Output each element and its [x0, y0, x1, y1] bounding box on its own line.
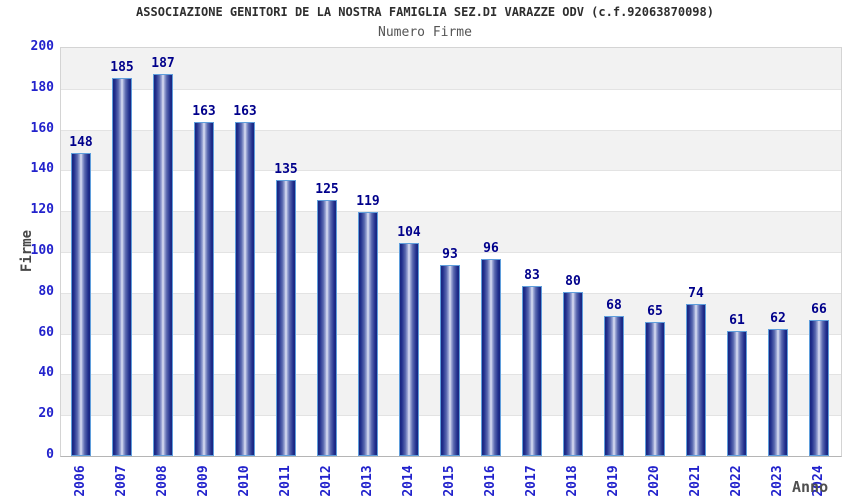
- x-tick-label: 2007: [114, 465, 129, 497]
- plot-area: [60, 47, 842, 457]
- bar-value-label: 74: [688, 286, 704, 301]
- bar-value-label: 68: [606, 298, 622, 313]
- bar-2008[interactable]: [153, 74, 173, 456]
- chart-title: ASSOCIAZIONE GENITORI DE LA NOSTRA FAMIG…: [136, 5, 714, 19]
- y-tick-label: 180: [30, 79, 54, 95]
- bar-value-label: 66: [811, 302, 827, 317]
- x-tick-label: 2015: [442, 465, 457, 497]
- bar-value-label: 125: [315, 182, 339, 197]
- bar-2006[interactable]: [71, 153, 91, 456]
- y-tick-label: 0: [46, 447, 54, 462]
- bar-value-label: 187: [151, 56, 175, 71]
- grid-band: [61, 170, 841, 212]
- y-tick-label: 60: [38, 324, 54, 340]
- x-tick-label: 2016: [483, 465, 498, 497]
- bar-2015[interactable]: [440, 265, 460, 456]
- y-tick-label: 40: [38, 365, 54, 381]
- bar-2011[interactable]: [276, 180, 296, 456]
- x-tick-label: 2018: [565, 465, 580, 497]
- y-tick-label: 120: [30, 202, 54, 218]
- bar-2016[interactable]: [481, 259, 501, 456]
- bar-value-label: 135: [274, 162, 298, 177]
- bar-2024[interactable]: [809, 320, 829, 456]
- bar-value-label: 104: [397, 225, 421, 240]
- bar-value-label: 163: [192, 104, 216, 119]
- y-tick-label: 80: [38, 283, 54, 299]
- y-tick-label: 20: [38, 406, 54, 422]
- x-tick-label: 2010: [237, 465, 252, 497]
- x-tick-label: 2013: [360, 465, 375, 497]
- bar-2010[interactable]: [235, 122, 255, 456]
- x-tick-label: 2017: [524, 465, 539, 497]
- bar-value-label: 80: [565, 274, 581, 289]
- gridline: [61, 170, 841, 172]
- x-tick-label: 2012: [319, 465, 334, 497]
- bar-value-label: 163: [233, 104, 257, 119]
- bar-2007[interactable]: [112, 78, 132, 456]
- gridline: [61, 252, 841, 253]
- bar-2012[interactable]: [317, 200, 337, 456]
- bar-2019[interactable]: [604, 316, 624, 456]
- bar-2020[interactable]: [645, 322, 665, 456]
- gridline: [61, 88, 841, 90]
- bar-value-label: 96: [483, 241, 499, 256]
- x-tick-label: 2008: [155, 465, 170, 497]
- bar-2018[interactable]: [563, 292, 583, 456]
- bar-value-label: 93: [442, 247, 458, 262]
- bar-2017[interactable]: [522, 286, 542, 456]
- bar-2022[interactable]: [727, 331, 747, 456]
- bar-value-label: 62: [770, 311, 786, 326]
- bar-2013[interactable]: [358, 212, 378, 456]
- x-axis-title: Anno: [792, 478, 829, 496]
- grid-band: [61, 211, 841, 252]
- bar-value-label: 65: [647, 304, 663, 319]
- grid-band: [61, 88, 841, 130]
- y-axis-title: Firme: [19, 229, 35, 273]
- bar-value-label: 83: [524, 268, 540, 283]
- bar-2009[interactable]: [194, 122, 214, 456]
- x-tick-label: 2021: [688, 465, 703, 497]
- x-tick-label: 2022: [729, 465, 744, 497]
- bar-value-label: 119: [356, 194, 380, 209]
- x-tick-label: 2019: [606, 465, 621, 497]
- bar-2023[interactable]: [768, 329, 788, 456]
- y-tick-label: 100: [30, 243, 54, 258]
- chart-subtitle: Numero Firme: [378, 25, 472, 40]
- bar-value-label: 61: [729, 313, 745, 328]
- x-tick-label: 2006: [73, 465, 88, 497]
- gridline: [61, 129, 841, 131]
- x-tick-label: 2023: [770, 465, 785, 497]
- y-tick-label: 160: [30, 120, 54, 136]
- grid-band: [61, 48, 841, 89]
- x-tick-label: 2011: [278, 465, 293, 497]
- y-tick-label: 200: [30, 39, 54, 54]
- bar-2021[interactable]: [686, 304, 706, 456]
- grid-band: [61, 129, 841, 171]
- bar-value-label: 148: [69, 135, 93, 150]
- bar-2014[interactable]: [399, 243, 419, 456]
- x-tick-label: 2014: [401, 465, 416, 497]
- gridline: [61, 211, 841, 213]
- x-tick-label: 2009: [196, 465, 211, 497]
- bar-value-label: 185: [110, 60, 134, 75]
- x-tick-label: 2020: [647, 465, 662, 497]
- y-tick-label: 140: [30, 161, 54, 177]
